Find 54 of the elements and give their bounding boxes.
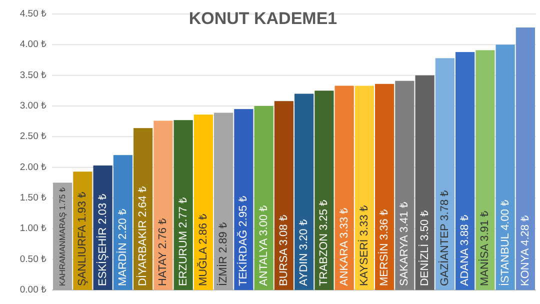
category-label: ŞANLIURFA 1.93 ₺ (76, 192, 89, 286)
category-label: SAKARYA 3.41 ₺ (398, 202, 411, 286)
y-tick-label: 0.50 ₺ (20, 254, 47, 265)
category-label: HATAY 2.76 ₺ (157, 218, 170, 286)
category-label: KONYA 4.28 ₺ (519, 215, 532, 286)
bar (395, 80, 414, 290)
category-label: KAHRAMANMARAŞ 1.75 ₺ (58, 187, 68, 286)
category-label: MANİSA 3.91 ₺ (479, 210, 492, 286)
bar (496, 44, 515, 290)
y-tick-label: 4.50 ₺ (20, 8, 47, 20)
category-label: DENİZLİ 3.50 ₺ (418, 210, 431, 286)
bar (254, 106, 274, 290)
bar (375, 84, 394, 290)
category-label: İZMİR 2.89 ₺ (218, 222, 230, 286)
y-tick-label: 4.00 ₺ (20, 39, 47, 50)
bar (234, 109, 254, 290)
bar (314, 90, 334, 290)
category-label: MERSİN 3.36 ₺ (378, 210, 391, 286)
bar (174, 120, 193, 290)
chart-title: KONUT KADEME1 (188, 9, 338, 28)
category-label: MARDİN 2.20 ₺ (116, 209, 129, 286)
bar (476, 50, 495, 290)
category-label: ADANA 3.88 ₺ (459, 215, 472, 286)
bar (214, 112, 234, 290)
category-label: ANKARA 3.33 ₺ (338, 208, 350, 286)
bar (194, 114, 213, 290)
bar (435, 58, 454, 290)
category-label: AYDIN 3.20 ₺ (298, 220, 310, 286)
category-label: TRABZON 3.25 ₺ (318, 200, 330, 286)
y-tick-label: 2.00 ₺ (20, 162, 47, 173)
bar (154, 120, 173, 290)
bar (334, 86, 354, 290)
category-label: ESKİŞEHİR 2.03 ₺ (96, 194, 109, 286)
category-label: ERZURUM 2.77 ₺ (177, 197, 190, 286)
category-label: MUĞLA 2.86 ₺ (197, 214, 210, 286)
bar (456, 52, 475, 290)
category-label: KAYSERİ 3.33 ₺ (358, 206, 370, 286)
bar (354, 86, 374, 290)
category-label: BURSA 3.08 ₺ (278, 215, 290, 286)
bar (274, 101, 294, 290)
category-label: ANTALYA 3.00 ₺ (258, 205, 270, 286)
category-label: TEKİRDAĞ 2.95 ₺ (238, 196, 250, 286)
bar (294, 94, 314, 290)
category-label: DİYARBAKIR 2.64 ₺ (137, 186, 150, 286)
category-label: GAZİANTEP 3.78 ₺ (438, 190, 451, 286)
bar (516, 27, 535, 290)
y-tick-label: 2.50 ₺ (20, 131, 47, 142)
category-label: İSTANBUL 4.00 ₺ (499, 200, 512, 286)
y-tick-label: 1.50 ₺ (20, 192, 47, 204)
y-tick-label: 0.00 ₺ (20, 284, 47, 296)
y-tick-label: 3.50 ₺ (20, 70, 47, 81)
bar (415, 75, 434, 290)
y-tick-label: 1.00 ₺ (20, 223, 47, 234)
y-tick-label: 3.00 ₺ (20, 100, 47, 112)
